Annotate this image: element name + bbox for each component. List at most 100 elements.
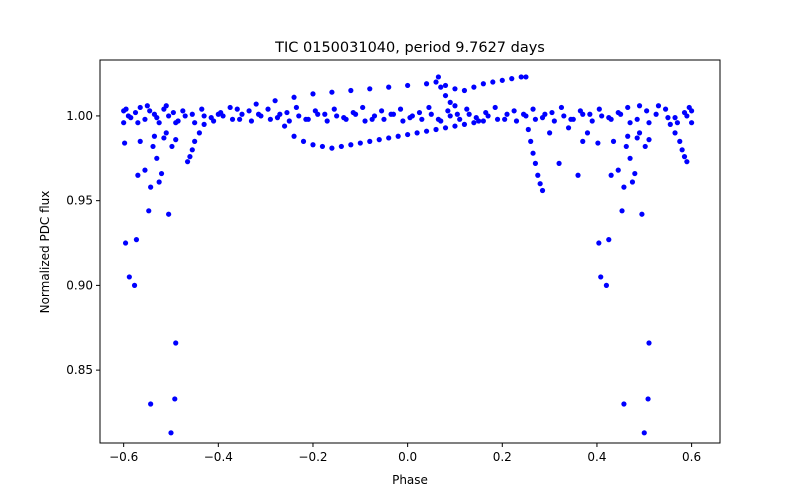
data-point [684, 159, 690, 165]
data-point [360, 104, 366, 111]
data-point [445, 108, 451, 114]
data-point [146, 208, 152, 214]
data-point [580, 111, 586, 117]
data-point [644, 108, 650, 114]
data-point [122, 140, 128, 146]
data-point [315, 111, 321, 117]
data-point [163, 103, 169, 109]
data-point [423, 128, 430, 134]
y-tick-label: 0.85 [66, 363, 93, 377]
y-tick-label: 0.90 [66, 278, 93, 292]
data-point [156, 179, 162, 185]
data-point [625, 133, 631, 139]
data-point [513, 118, 520, 124]
data-point [291, 133, 297, 139]
data-point [379, 108, 385, 114]
data-point [539, 187, 546, 194]
data-point [291, 94, 297, 100]
data-point [587, 111, 593, 117]
data-point [452, 123, 458, 129]
data-point [348, 142, 354, 148]
data-point [305, 116, 311, 122]
data-point [248, 118, 255, 124]
data-point [608, 172, 614, 178]
data-point [277, 111, 283, 117]
data-point [561, 113, 567, 119]
data-point [636, 103, 643, 109]
data-point [367, 138, 373, 144]
x-tick-label: −0.2 [298, 450, 327, 464]
data-point [655, 103, 662, 109]
data-point [184, 159, 191, 165]
data-point [547, 130, 553, 136]
data-point [132, 109, 139, 116]
y-tick-label: 1.00 [66, 109, 93, 123]
data-point [142, 167, 148, 173]
data-point [535, 172, 541, 178]
data-point [168, 430, 174, 436]
data-point [570, 116, 576, 122]
data-point [442, 92, 449, 99]
data-point [618, 111, 624, 117]
data-point [187, 154, 193, 160]
data-point [293, 104, 300, 111]
data-point [645, 396, 651, 402]
data-point [192, 120, 198, 126]
data-point [362, 118, 368, 124]
data-point [163, 130, 169, 136]
data-point [442, 125, 449, 131]
data-point [632, 170, 638, 177]
data-point [371, 113, 378, 119]
x-tick-label: 0.4 [587, 450, 606, 464]
data-point [170, 109, 176, 116]
data-point [636, 130, 643, 136]
data-point [599, 113, 605, 119]
data-point [310, 142, 316, 148]
data-point [447, 99, 453, 105]
data-point [549, 109, 555, 116]
data-point [343, 116, 349, 122]
data-point [438, 84, 444, 90]
data-point [125, 113, 131, 119]
data-point [492, 104, 498, 111]
data-point [144, 103, 150, 109]
data-point [634, 116, 640, 122]
data-point [397, 106, 404, 112]
data-point [199, 106, 205, 112]
data-point [433, 126, 439, 133]
data-point [461, 121, 468, 127]
y-axis-label: Normalized PDC flux [38, 191, 52, 314]
data-point [286, 118, 292, 124]
data-point [490, 79, 496, 85]
data-point [471, 120, 477, 126]
data-point [414, 130, 420, 136]
data-point [608, 116, 614, 122]
data-point [621, 401, 627, 407]
data-point [137, 104, 143, 111]
data-point [653, 111, 659, 117]
data-point [502, 116, 508, 122]
data-point [589, 118, 595, 124]
data-point [610, 138, 617, 144]
data-point [642, 143, 648, 150]
data-point [525, 126, 531, 133]
chart-title: TIC 0150031040, period 9.7627 days [274, 40, 545, 56]
data-point [681, 154, 688, 160]
data-point [667, 121, 673, 127]
data-point [267, 116, 273, 122]
data-point [423, 81, 430, 87]
data-point [189, 111, 195, 117]
data-point [518, 74, 524, 80]
data-point [466, 111, 472, 117]
data-point [381, 116, 387, 122]
data-point [523, 113, 529, 119]
data-point [182, 113, 188, 119]
data-point [281, 123, 288, 129]
points-layer [121, 74, 695, 436]
data-point [166, 113, 172, 119]
data-point [201, 121, 207, 127]
data-point [416, 109, 423, 116]
data-point [169, 143, 175, 150]
data-point [148, 184, 154, 190]
